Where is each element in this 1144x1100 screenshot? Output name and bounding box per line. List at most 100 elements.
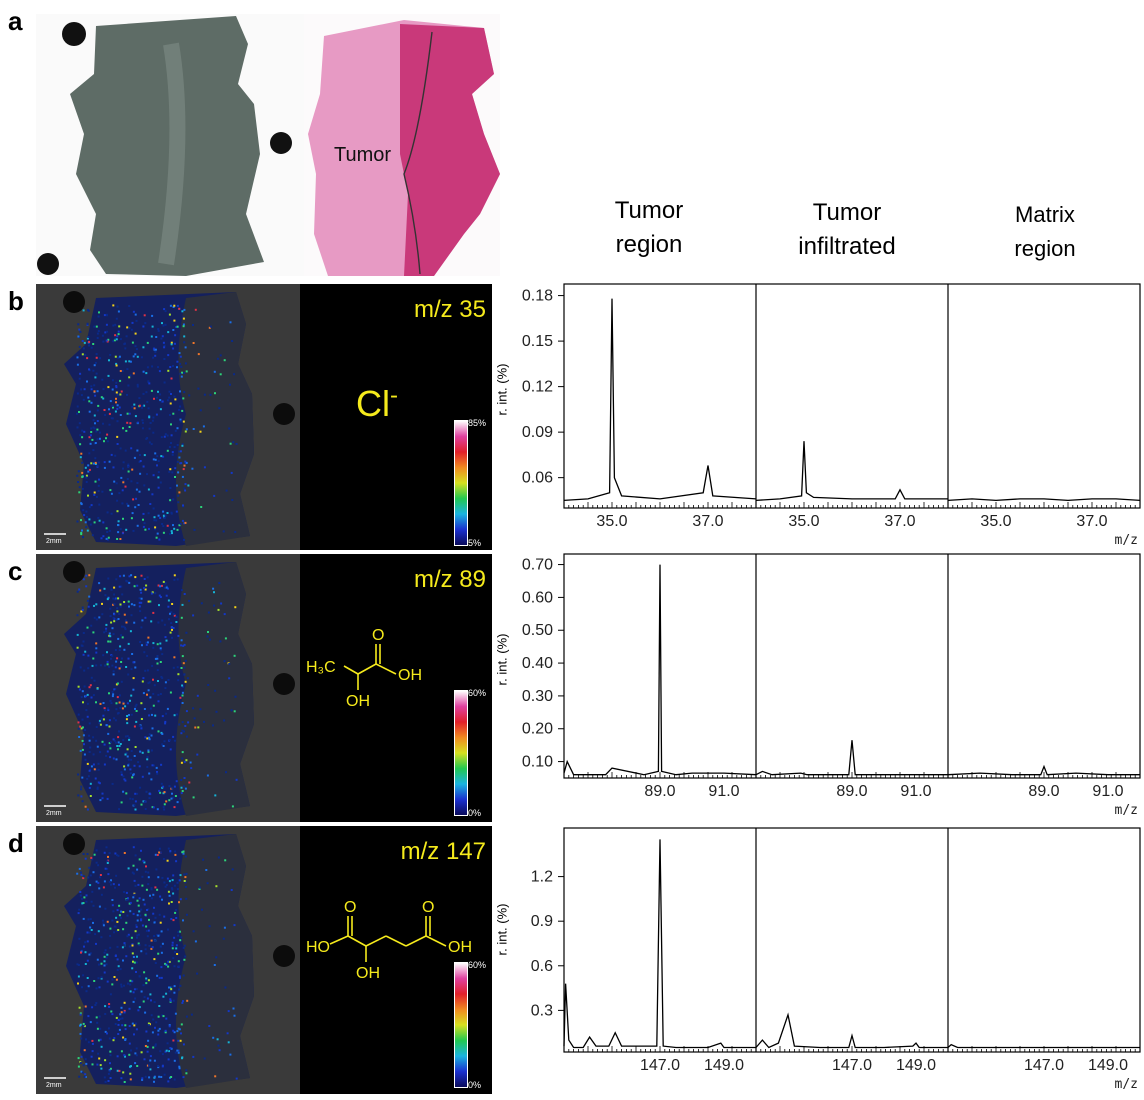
x-tick-label: 147.0 xyxy=(1024,1057,1064,1074)
x-tick-label: 149.0 xyxy=(1088,1057,1128,1074)
fiducial-marker xyxy=(63,561,85,583)
x-tick-label: 149.0 xyxy=(704,1057,744,1074)
colorbar-max-label: 60% xyxy=(468,960,487,970)
y-tick-label: 0.70 xyxy=(522,557,553,574)
spectrum-line-col2 xyxy=(755,740,948,776)
y-axis-label-d: r. int. (%) xyxy=(494,903,510,956)
fiducial-marker xyxy=(273,945,295,967)
x-tick-label: 89.0 xyxy=(644,783,675,800)
column-header-tumor-region: Tumor region xyxy=(564,194,734,262)
fiducial-marker xyxy=(63,833,85,855)
x-axis-unit: m/z xyxy=(1115,1077,1138,1092)
y-tick-label: 0.30 xyxy=(522,688,553,705)
spectrum-line-col3 xyxy=(947,764,1140,776)
x-axis-unit: m/z xyxy=(1115,803,1138,818)
he-stained-image xyxy=(304,14,500,276)
spectrum-line-col2 xyxy=(755,1012,948,1049)
y-tick-label: 0.09 xyxy=(522,424,553,441)
y-tick-label: 1.2 xyxy=(531,869,553,886)
tumor-label: Tumor xyxy=(334,144,392,166)
intensity-colorbar xyxy=(454,690,468,816)
carbonyl-o-label: O xyxy=(372,627,384,644)
spectrum-panel-3: 0.3 0.6 0.9 1.2 147.0 149.0 147.0 149.0 147.0 149… xyxy=(531,827,1141,1092)
y-tick-label: 0.3 xyxy=(531,1002,553,1019)
panel-letter-c: c xyxy=(8,556,23,586)
intensity-colorbar xyxy=(454,962,468,1088)
spectrum-panel-2: 0.10 0.20 0.30 0.40 0.50 0.60 0.70 89.0 91.0 89.0… xyxy=(522,553,1141,818)
spectrum-line-col1 xyxy=(563,839,756,1049)
tissue-section xyxy=(70,16,264,276)
y-tick-label: 0.12 xyxy=(522,379,553,396)
ion-image-1 xyxy=(36,284,300,550)
x-tick-label: 147.0 xyxy=(640,1057,680,1074)
spectrum-line-col2 xyxy=(755,441,948,502)
panel-letter-b: b xyxy=(8,286,24,316)
optical-scan-image xyxy=(36,14,304,276)
spectrum-line-col1 xyxy=(563,564,757,776)
intensity-colorbar xyxy=(454,420,468,546)
y-tick-label: 0.40 xyxy=(522,655,553,672)
methyl-label: H₃C xyxy=(306,659,336,676)
scale-bar-label: 2mm xyxy=(46,538,62,545)
x-tick-label: 149.0 xyxy=(896,1057,936,1074)
mz-label: m/z 35 xyxy=(413,296,486,323)
formula-main: Cl xyxy=(356,383,390,424)
hydroxyl-oh-label: OH xyxy=(346,693,370,710)
y-tick-label: 0.6 xyxy=(531,958,553,975)
ion-image-3 xyxy=(36,826,300,1094)
y-tick-label: 0.06 xyxy=(522,470,553,487)
x-tick-label: 35.0 xyxy=(980,513,1011,530)
x-tick-label: 91.0 xyxy=(900,783,931,800)
mz-label: m/z 89 xyxy=(413,566,486,593)
x-tick-label: 89.0 xyxy=(1028,783,1059,800)
col-header-line2: infiltrated xyxy=(798,233,896,260)
x-tick-label: 37.0 xyxy=(692,513,723,530)
y-tick-label: 0.15 xyxy=(522,333,553,350)
y-tick-label: 0.10 xyxy=(522,754,553,771)
y-tick-label: 0.20 xyxy=(522,721,553,738)
carbonyl-o-left-label: O xyxy=(344,899,356,916)
scale-bar-label: 2mm xyxy=(46,810,62,817)
col-header-line1: Matrix xyxy=(1015,202,1075,227)
chloride-formula: Cl- xyxy=(356,382,398,425)
x-tick-label: 147.0 xyxy=(832,1057,872,1074)
x-tick-label: 91.0 xyxy=(708,783,739,800)
hydroxyglutarate-structure: HO O OH O OH xyxy=(306,899,472,982)
formula-charge: - xyxy=(390,382,398,409)
plot-frame xyxy=(563,827,1141,1053)
carbonyl-o-right-label: O xyxy=(422,899,434,916)
spectrum-panel-1: 0.06 0.09 0.12 0.15 0.18 35.0 37.0 35.0 37.0 35.0… xyxy=(522,283,1141,548)
fiducial-marker xyxy=(37,253,59,275)
colorbar-min-label: 5% xyxy=(468,538,482,548)
column-header-matrix-region: Matrix region xyxy=(960,198,1130,266)
y-axis-label-c: r. int. (%) xyxy=(494,633,510,686)
x-tick-label: 35.0 xyxy=(788,513,819,530)
x-tick-label: 37.0 xyxy=(884,513,915,530)
tumor-border-line xyxy=(403,31,433,275)
y-tick-label: 0.60 xyxy=(522,589,553,606)
col-header-line1: Tumor xyxy=(614,197,684,224)
colorbar-max-label: 85% xyxy=(468,418,487,428)
hydroxyl-oh-label: OH xyxy=(356,965,380,982)
plot-frame xyxy=(563,283,1141,509)
spectrum-line-col1 xyxy=(563,298,757,502)
x-tick-label: 35.0 xyxy=(596,513,627,530)
mz-label: m/z 147 xyxy=(400,838,486,865)
ion-image-2 xyxy=(36,554,300,822)
acid-oh-right-label: OH xyxy=(448,939,472,956)
column-header-tumor-infiltrated: Tumor infiltrated xyxy=(762,196,932,264)
y-tick-label: 0.18 xyxy=(522,288,553,305)
col-header-line2: region xyxy=(1014,236,1076,261)
panel-letter-d: d xyxy=(8,828,24,858)
x-tick-label: 91.0 xyxy=(1092,783,1123,800)
fiducial-marker xyxy=(63,291,85,313)
colorbar-max-label: 60% xyxy=(468,688,487,698)
x-axis-unit: m/z xyxy=(1115,533,1138,548)
ho-label: HO xyxy=(306,939,330,956)
acid-oh-label: OH xyxy=(398,667,422,684)
y-tick-label: 0.50 xyxy=(522,622,553,639)
spectrum-line-col3 xyxy=(947,498,1141,502)
colorbar-min-label: 0% xyxy=(468,808,482,818)
fiducial-marker xyxy=(273,403,295,425)
